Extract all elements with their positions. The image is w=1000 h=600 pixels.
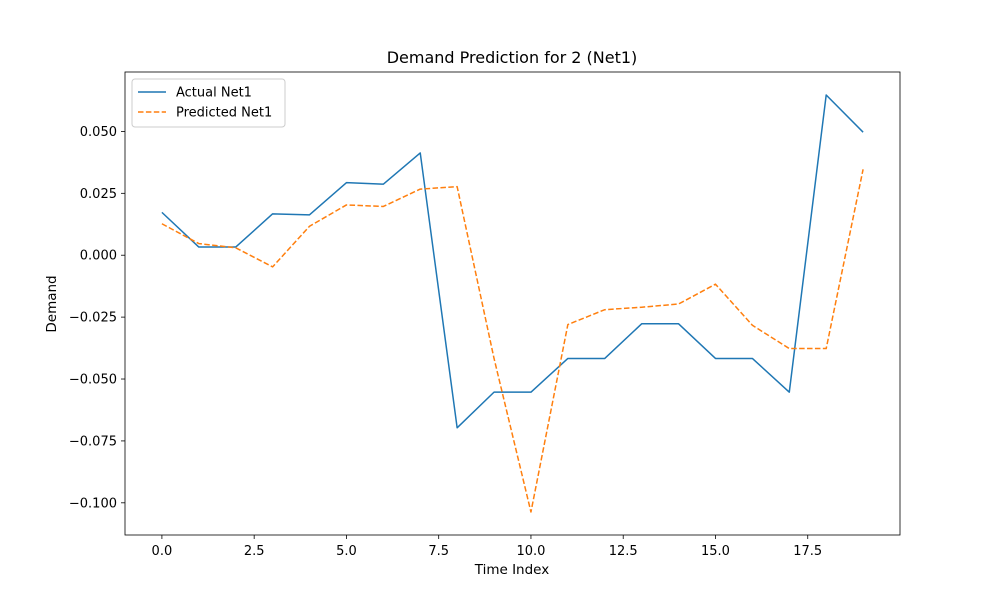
x-tick-label: 12.5 bbox=[609, 544, 638, 559]
axes-frame bbox=[124, 71, 901, 536]
x-tick-label: 10.0 bbox=[516, 544, 545, 559]
y-tick-label: −0.025 bbox=[69, 311, 117, 326]
legend-label-2: Predicted Net1 bbox=[176, 106, 272, 121]
x-tick-label: 17.5 bbox=[793, 544, 822, 559]
chart-title: Demand Prediction for 2 (Net1) bbox=[387, 48, 638, 67]
y-tick-label: −0.050 bbox=[69, 373, 117, 388]
y-tick-label: 0.050 bbox=[80, 125, 117, 140]
x-tick-label: 5.0 bbox=[336, 544, 357, 559]
x-tick-label: 0.0 bbox=[152, 544, 173, 559]
x-tick-label: 7.5 bbox=[428, 544, 449, 559]
x-tick-label: 2.5 bbox=[244, 544, 265, 559]
x-tick-label: 15.0 bbox=[701, 544, 730, 559]
plot-area: 0.0 2.5 5.0 7.5 10.0 12.5 15.0 17.5 0.050 0.025 0.… bbox=[69, 71, 901, 559]
y-tick-label: −0.075 bbox=[69, 434, 117, 449]
x-axis-label: Time Index bbox=[474, 562, 550, 578]
legend-box bbox=[131, 78, 286, 128]
legend-label-1: Actual Net1 bbox=[176, 86, 252, 101]
legend: Actual Net1 Predicted Net1 bbox=[131, 78, 286, 128]
y-tick-label: 0.025 bbox=[80, 187, 117, 202]
series-line-2 bbox=[161, 169, 864, 513]
y-tick-label: −0.100 bbox=[69, 496, 117, 511]
series-line-1 bbox=[161, 94, 864, 429]
y-axis-label: Demand bbox=[44, 275, 60, 332]
y-tick-label: 0.000 bbox=[80, 249, 117, 264]
